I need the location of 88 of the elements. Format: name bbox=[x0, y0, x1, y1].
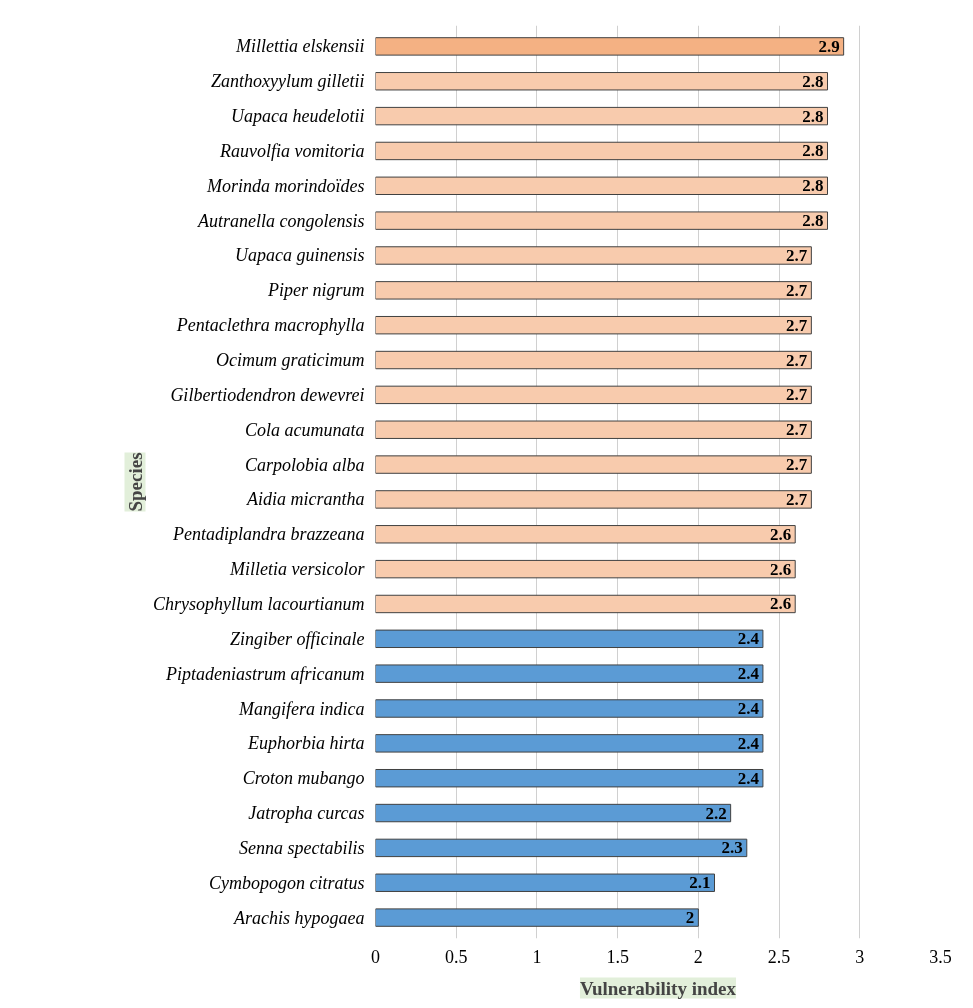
x-tick-label: 1 bbox=[532, 946, 542, 967]
bar bbox=[375, 315, 812, 335]
bar bbox=[375, 281, 812, 300]
bar bbox=[375, 768, 764, 788]
bar bbox=[375, 490, 812, 509]
data-label: 2 bbox=[685, 908, 695, 928]
y-tick-label: Senna spectabilis bbox=[239, 837, 365, 858]
x-tick-label: 2.5 bbox=[767, 946, 791, 967]
bar bbox=[375, 141, 828, 161]
y-tick-label: Gilbertiodendron dewevrei bbox=[170, 384, 365, 405]
bar bbox=[375, 803, 732, 823]
data-label: 2.7 bbox=[786, 385, 808, 405]
y-tick-label: Millettia elskensii bbox=[235, 36, 365, 57]
data-label: 2.7 bbox=[786, 315, 808, 335]
y-tick-label: Uapaca heudelotii bbox=[231, 106, 365, 127]
data-label: 2.3 bbox=[721, 838, 743, 858]
y-axis-title: Species bbox=[124, 452, 146, 512]
y-tick-label: Chrysophyllum lacourtianum bbox=[153, 593, 365, 614]
y-tick-label: Pentadiplandra brazzeana bbox=[172, 524, 365, 545]
data-label: 2.6 bbox=[769, 594, 792, 614]
y-tick-label: Rauvolfia vomitoria bbox=[219, 140, 365, 161]
bar bbox=[375, 455, 812, 474]
data-label: 2.2 bbox=[705, 803, 727, 823]
y-tick-label: Autranella congolensis bbox=[197, 210, 365, 231]
x-tick-label: 0 bbox=[371, 946, 380, 967]
data-label: 2.8 bbox=[802, 106, 824, 126]
data-label: 2.7 bbox=[786, 350, 808, 370]
data-label: 2.7 bbox=[786, 420, 808, 440]
bar bbox=[375, 176, 828, 196]
x-tick-label: 3 bbox=[855, 946, 865, 967]
y-tick-label: Arachis hypogaea bbox=[233, 907, 365, 928]
bar bbox=[375, 908, 699, 927]
y-tick-label: Mangifera indica bbox=[238, 698, 365, 719]
y-tick-label: Cola acumunata bbox=[245, 419, 365, 440]
data-label: 2.8 bbox=[802, 141, 824, 161]
y-tick-label: Pentaclethra macrophylla bbox=[175, 315, 365, 336]
bar bbox=[375, 559, 796, 579]
y-tick-label: Zanthoxyylum gilletii bbox=[211, 71, 365, 92]
y-tick-label: Jatropha curcas bbox=[248, 803, 365, 824]
data-label: 2.8 bbox=[802, 71, 824, 91]
bar bbox=[375, 838, 748, 858]
y-tick-label: Milletia versicolor bbox=[229, 559, 366, 580]
data-label: 2.4 bbox=[737, 699, 760, 719]
bar bbox=[375, 37, 845, 56]
bar bbox=[375, 629, 764, 649]
bar bbox=[375, 211, 828, 230]
y-tick-label: Carpolobia alba bbox=[244, 454, 365, 475]
bar bbox=[375, 72, 828, 91]
data-label: 2.9 bbox=[818, 36, 840, 56]
data-label: 2.1 bbox=[689, 873, 711, 893]
x-tick-label: 2 bbox=[693, 946, 703, 967]
y-tick-label: Croton mubango bbox=[242, 768, 365, 789]
y-tick-label: Uapaca guinensis bbox=[235, 245, 365, 266]
y-tick-label: Aidia micrantha bbox=[246, 489, 365, 510]
data-label: 2.6 bbox=[769, 559, 792, 579]
x-axis-title: Vulnerability index bbox=[579, 977, 737, 999]
y-tick-label: Zingiber officinale bbox=[230, 628, 365, 649]
y-tick-label: Piptadeniastrum africanum bbox=[165, 663, 365, 684]
x-tick-label: 3.5 bbox=[929, 946, 952, 967]
bar bbox=[375, 420, 812, 439]
bar bbox=[375, 699, 764, 718]
y-tick-label: Piper nigrum bbox=[267, 280, 365, 301]
data-label: 2.7 bbox=[786, 280, 808, 300]
bar bbox=[375, 385, 812, 405]
data-label: 2.8 bbox=[802, 211, 824, 231]
data-label: 2.7 bbox=[786, 489, 808, 509]
bar bbox=[375, 873, 715, 892]
bar bbox=[375, 734, 764, 753]
data-label: 2.6 bbox=[769, 524, 792, 544]
y-tick-label: Euphorbia hirta bbox=[246, 733, 365, 754]
data-label: 2.7 bbox=[786, 245, 808, 265]
bar bbox=[375, 350, 812, 370]
y-tick-label: Cymbopogon citratus bbox=[209, 872, 365, 893]
bar bbox=[375, 664, 764, 683]
data-label: 2.4 bbox=[737, 629, 760, 649]
data-label: 2.4 bbox=[737, 768, 760, 788]
y-tick-label: Morinda morindoïdes bbox=[206, 175, 365, 196]
data-label: 2.7 bbox=[786, 455, 808, 475]
data-label: 2.8 bbox=[802, 176, 824, 196]
bar bbox=[375, 525, 796, 544]
x-tick-label: 1.5 bbox=[606, 946, 629, 967]
data-label: 2.4 bbox=[737, 664, 760, 684]
bar bbox=[375, 246, 812, 265]
x-tick-label: 0.5 bbox=[444, 946, 468, 967]
y-tick-label: Ocimum graticimum bbox=[216, 350, 365, 371]
data-label: 2.4 bbox=[737, 733, 760, 753]
bar bbox=[375, 594, 796, 614]
bar bbox=[375, 106, 828, 126]
